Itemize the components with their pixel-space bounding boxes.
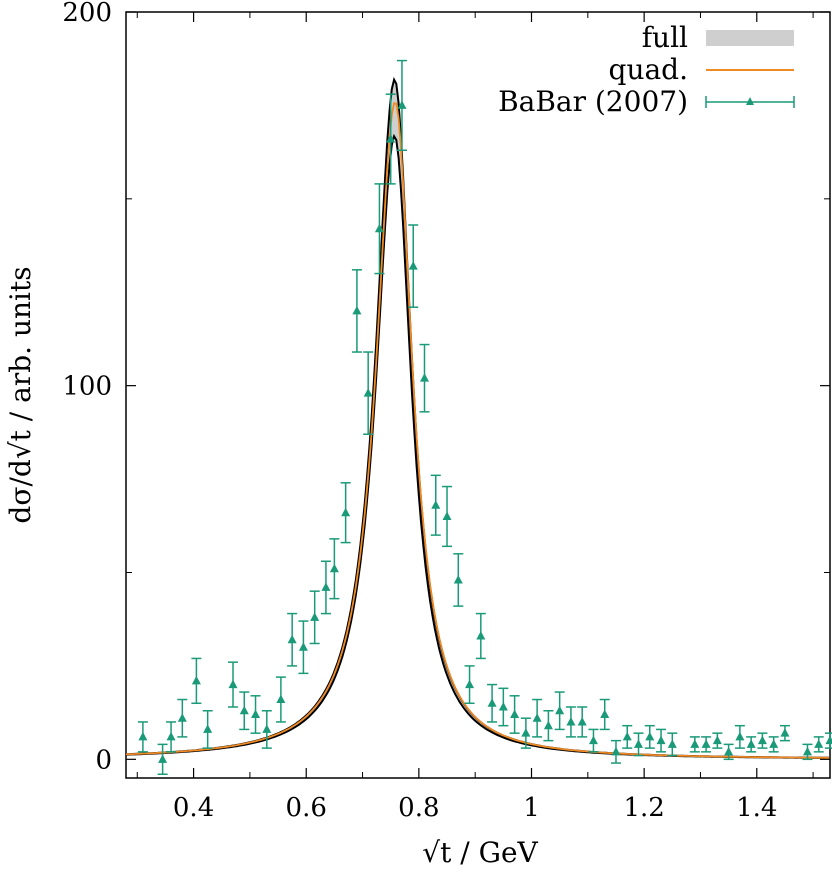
x-tick-label: 0.6 [286,793,327,823]
y-tick-label: 100 [62,372,112,402]
babar-point [565,706,576,738]
babar-point [825,732,832,749]
babar-point [532,698,543,738]
legend-label-babar: BaBar (2007) [498,85,688,118]
plot-frame [125,11,831,779]
babar-point [374,183,385,275]
babar-point [610,739,621,764]
babar-point [554,691,565,731]
quad-line [126,102,829,759]
babar-point [396,59,407,152]
data-points [137,59,832,776]
babar-point [228,661,239,708]
babar-point [157,743,168,776]
babar-point [137,721,148,753]
babar-point [734,724,745,749]
babar-point [475,612,486,660]
full-band-lower [125,133,829,759]
babar-point [712,732,723,749]
babar-point [239,691,250,731]
x-axis-label: √t / GeV [422,836,538,869]
babar-point [309,590,320,645]
babar-point [689,736,700,753]
babar-point [656,728,667,753]
babar-point [191,657,202,705]
babar-point [408,224,419,308]
babar-point [464,665,475,705]
babar-point [644,724,655,749]
legend: full quad. BaBar (2007) [498,21,795,118]
x-tick-label: 1 [523,793,540,823]
y-tick-label: 0 [95,745,112,775]
x-tick-label: 0.8 [398,793,439,823]
babar-point [430,474,441,536]
babar-point [701,736,712,753]
babar-point [779,724,790,742]
full-band-upper [125,76,829,759]
babar-point [520,717,531,749]
legend-swatch-babar [705,96,795,108]
full-band [126,79,829,758]
babar-point [275,676,286,723]
babar-point [202,709,213,749]
babar-point [498,687,509,727]
babar-point [577,706,588,738]
babar-point [320,560,331,615]
babar-point [166,721,177,753]
x-tick-label: 1.2 [623,793,664,823]
babar-point [329,538,340,600]
babar-point [177,698,188,738]
babar-point [385,93,396,185]
babar-point [667,732,678,757]
babar-point [802,743,813,761]
babar-point [768,736,779,753]
babar-point [453,553,464,607]
y-tick-label: 200 [62,0,112,28]
y-axis-label: dσ/d√t / arb. units [4,266,37,523]
babar-point [340,482,351,544]
babar-point [363,351,374,435]
x-tick-label: 1.4 [736,793,777,823]
babar-point [250,695,261,734]
babar-point [813,736,824,753]
babar-point [599,698,610,731]
babar-point [287,612,298,667]
babar-point [298,620,309,675]
babar-point [746,736,757,753]
x-tick-label: 0.4 [173,793,214,823]
babar-point [723,743,734,761]
ticks: 0.4 0.6 0.8 1 1.2 1.4 0 100 200 [62,0,830,823]
babar-point [588,728,599,753]
babar-point [487,683,498,723]
legend-label-full: full [642,21,688,54]
babar-point [633,732,644,757]
babar-point [757,732,768,749]
legend-swatch-full [706,30,794,46]
babar-point [622,724,633,749]
babar-point [543,709,554,742]
babar-point [351,269,362,353]
babar-point [261,709,272,749]
babar-point [419,343,430,413]
babar-point [509,695,520,734]
babar-point [442,485,453,548]
legend-label-quad: quad. [609,53,688,86]
series [125,76,829,759]
